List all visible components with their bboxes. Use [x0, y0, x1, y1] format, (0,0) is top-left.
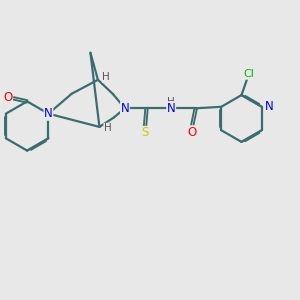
Text: H: H [103, 72, 110, 82]
Text: N: N [44, 107, 53, 120]
Text: Cl: Cl [243, 69, 254, 79]
Text: S: S [141, 126, 149, 140]
Text: O: O [3, 91, 12, 104]
Text: H: H [104, 123, 112, 134]
Text: O: O [188, 126, 197, 139]
Text: N: N [167, 102, 176, 115]
Text: H: H [167, 97, 174, 107]
Text: N: N [266, 100, 274, 113]
Text: N: N [121, 102, 129, 115]
